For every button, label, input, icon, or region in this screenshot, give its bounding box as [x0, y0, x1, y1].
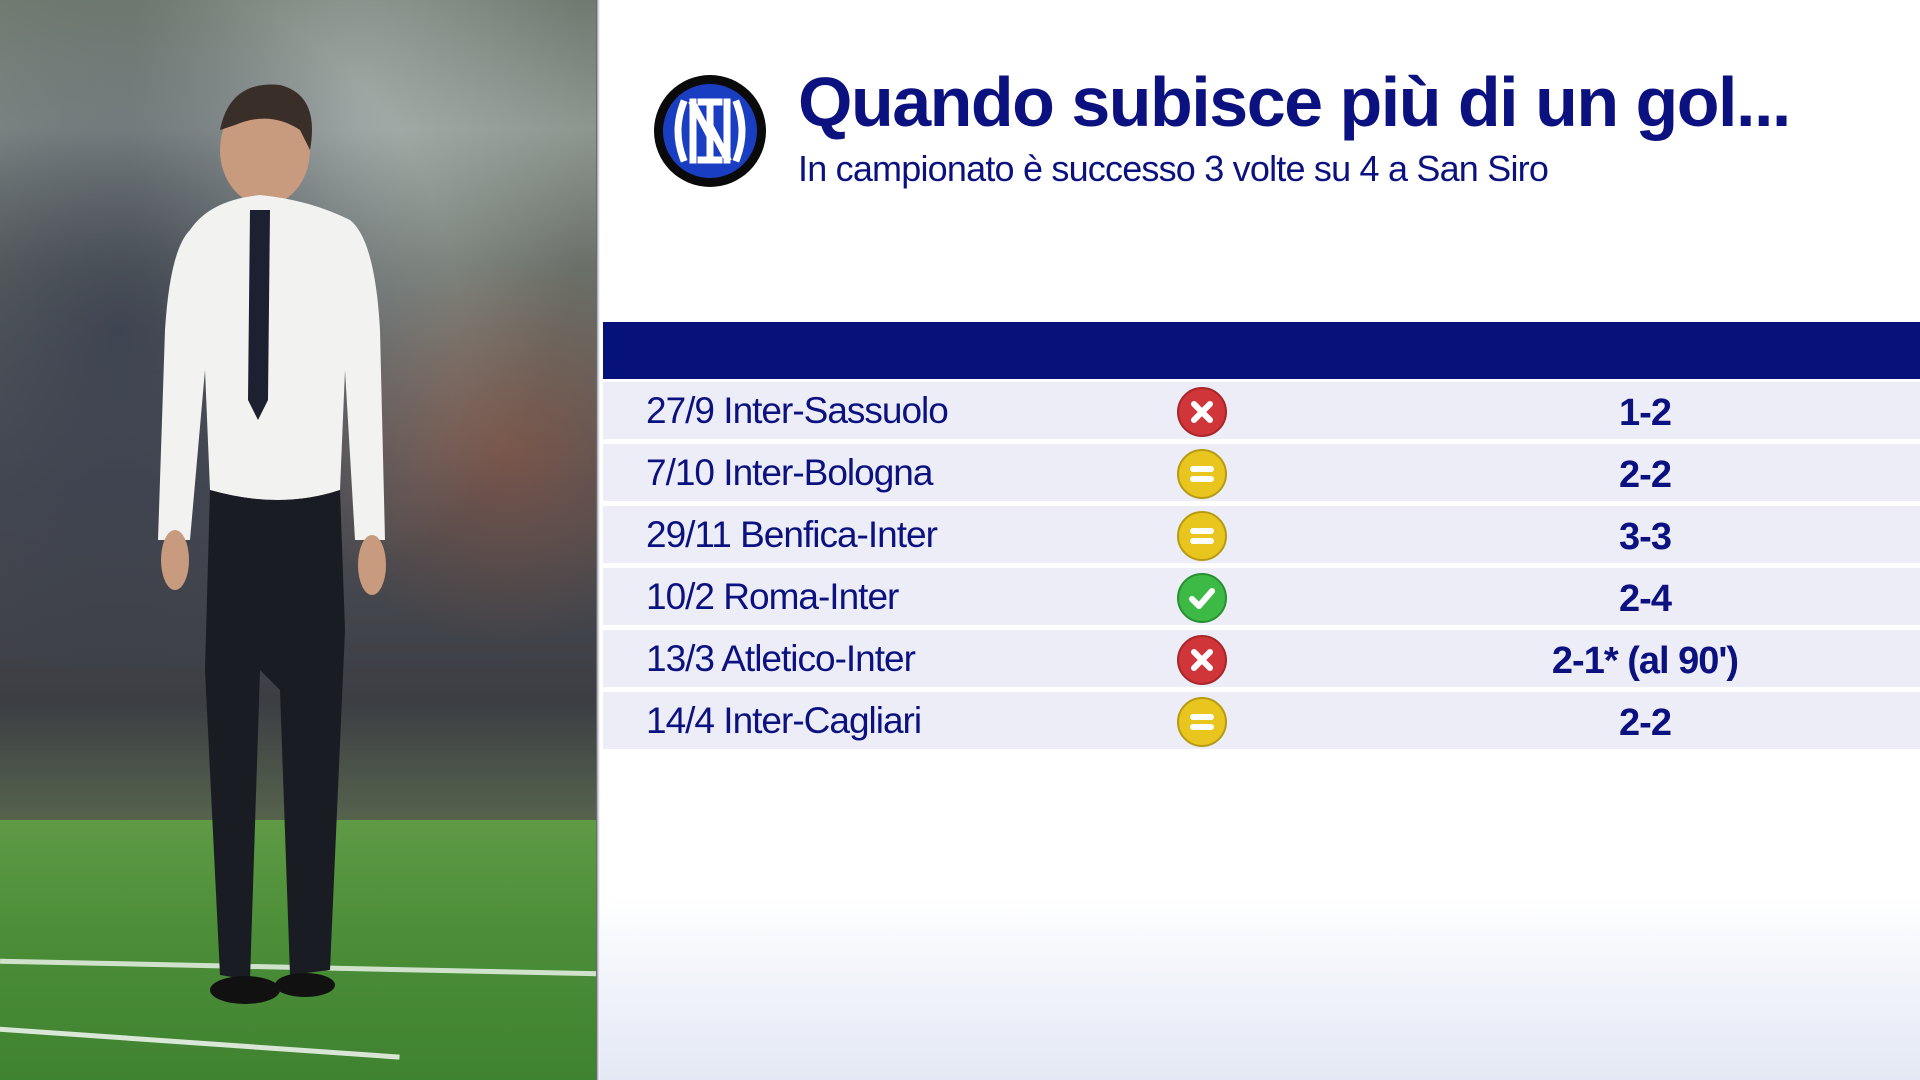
inter-crest-icon — [654, 75, 766, 187]
score-label: 2-2 — [1619, 454, 1672, 496]
score-label: 2-2 — [1619, 702, 1672, 744]
table-row: 27/9 Inter-Sassuolo 1-2 — [603, 382, 1920, 439]
coach-figure — [158, 84, 386, 1004]
coach-photo — [0, 0, 598, 1080]
match-label: 14/4 Inter-Cagliari — [646, 700, 922, 741]
match-label: 7/10 Inter-Bologna — [646, 452, 933, 493]
cross-icon — [1177, 387, 1227, 437]
score-label: 2-4 — [1619, 578, 1672, 620]
table-header-band — [603, 322, 1920, 379]
score-label: 2-1* (al 90') — [1551, 640, 1739, 682]
table-row: 7/10 Inter-Bologna 2-2 — [603, 444, 1920, 501]
check-icon — [1177, 573, 1227, 623]
page-subtitle: In campionato è successo 3 volte su 4 a … — [798, 148, 1549, 189]
score-label: 1-2 — [1619, 392, 1672, 434]
equals-icon — [1177, 511, 1227, 561]
cross-icon — [1177, 635, 1227, 685]
match-label: 13/3 Atletico-Inter — [646, 638, 916, 679]
equals-icon — [1177, 697, 1227, 747]
page-title: Quando subisce più di un gol... — [798, 63, 1791, 141]
match-label: 10/2 Roma-Inter — [646, 576, 899, 617]
table-row: 13/3 Atletico-Inter 2-1* (al 90') — [603, 630, 1920, 687]
table-row: 10/2 Roma-Inter 2-4 — [603, 568, 1920, 625]
match-label: 29/11 Benfica-Inter — [646, 514, 938, 555]
panel-divider — [596, 0, 600, 1080]
equals-icon — [1177, 449, 1227, 499]
table-row: 14/4 Inter-Cagliari 2-2 — [603, 692, 1920, 749]
match-label: 27/9 Inter-Sassuolo — [646, 390, 949, 431]
table-row: 29/11 Benfica-Inter 3-3 — [603, 506, 1920, 563]
score-label: 3-3 — [1619, 516, 1672, 558]
